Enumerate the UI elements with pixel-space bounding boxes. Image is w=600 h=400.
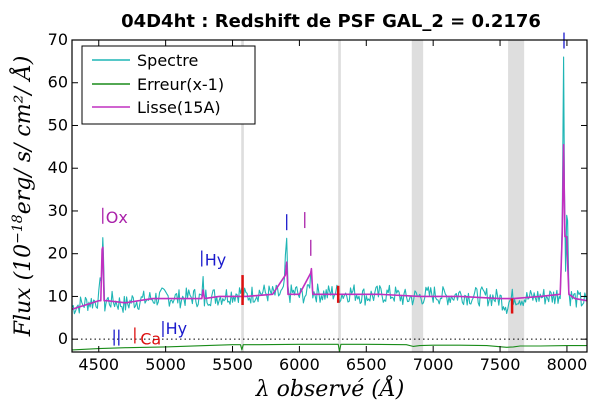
x-tick-label: 6000 [279, 355, 320, 374]
series-spectre [71, 56, 588, 315]
y-tick-label: 60 [48, 73, 68, 92]
x-tick-label: 5000 [145, 355, 186, 374]
plot-area [71, 56, 588, 352]
y-tick-label: 50 [48, 115, 68, 134]
legend-label-spectre: Spectre [137, 51, 198, 70]
x-tick-label: 7500 [480, 355, 521, 374]
y-axis-label-suffix: erg/ s/ cm²/ Å) [8, 56, 36, 215]
sky-bands [241, 40, 525, 352]
line-label: Ca [140, 330, 161, 349]
x-tick-label: 4500 [78, 355, 119, 374]
series-erreur [71, 343, 587, 352]
line-labels: Ox Hy Hy Ca [102, 32, 565, 349]
y-tick-label: 30 [48, 201, 68, 220]
legend-label-lisse: Lisse(15A) [137, 98, 221, 117]
x-tick-label: 5500 [212, 355, 253, 374]
y-tick-label: 70 [48, 30, 68, 49]
x-tick-label: 8000 [547, 355, 588, 374]
sky-band [241, 40, 244, 352]
x-axis: 4500 5000 5500 6000 6500 7000 7500 8000 [78, 40, 587, 374]
line-label: Hy [166, 319, 188, 338]
y-axis-label-exponent: −18 [10, 214, 26, 244]
sky-band [338, 40, 341, 352]
series-lisse [71, 143, 588, 311]
sky-band [508, 40, 525, 352]
chart-title: 04D4ht : Redshift de PSF GAL_2 = 0.2176 [121, 11, 541, 32]
y-axis: 0 10 20 30 40 50 60 70 [48, 30, 587, 348]
x-axis-label: λ observé (Å) [255, 374, 405, 400]
legend: Spectre Erreur(x-1) Lisse(15A) [81, 45, 256, 125]
y-tick-label: 10 [48, 286, 68, 305]
x-tick-label: 7000 [413, 355, 454, 374]
y-tick-label: 40 [48, 158, 68, 177]
y-axis-label-prefix: Flux (10 [11, 244, 36, 337]
y-tick-label: 0 [58, 329, 68, 348]
y-tick-label: 20 [48, 244, 68, 263]
line-label: Ox [106, 208, 128, 227]
sky-band [411, 40, 424, 352]
legend-label-erreur: Erreur(x-1) [137, 75, 224, 94]
legend-box [81, 45, 256, 125]
plot-frame [71, 39, 588, 353]
y-axis-label: Flux (10−18erg/ s/ cm²/ Å) [8, 56, 36, 338]
line-label: Hy [205, 251, 227, 270]
x-tick-label: 6500 [346, 355, 387, 374]
